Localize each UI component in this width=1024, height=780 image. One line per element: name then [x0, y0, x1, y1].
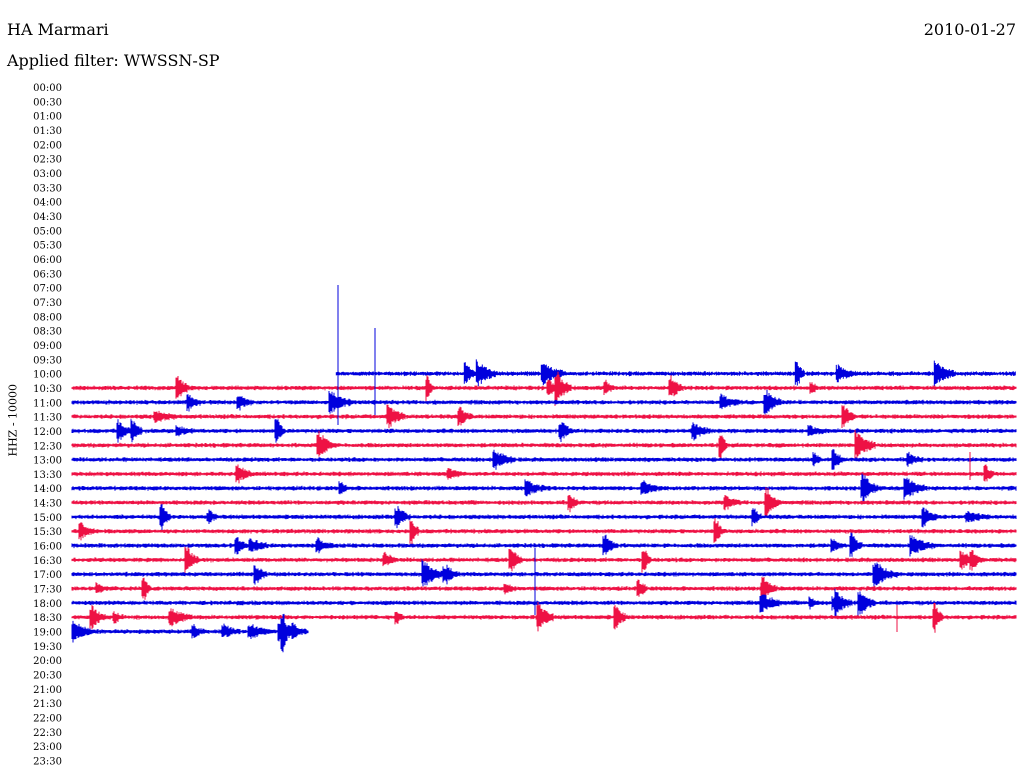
trace-row-1500: [71, 504, 1017, 531]
trace-row-1830: [71, 602, 1017, 633]
row-tick-label: 18:00: [33, 599, 62, 610]
row-tick-label: 19:30: [33, 642, 62, 653]
row-tick-label: 17:00: [33, 570, 62, 581]
trace-row-1730: [71, 576, 1017, 600]
row-tick-label: 17:30: [33, 585, 62, 596]
row-tick-label: 20:00: [33, 656, 62, 667]
row-tick-label: 01:00: [33, 112, 62, 123]
row-tick-label: 13:30: [33, 470, 62, 481]
row-tick-label: 20:30: [33, 671, 62, 682]
row-tick-label: 19:00: [33, 628, 62, 639]
row-tick-label: 21:00: [33, 685, 62, 696]
row-tick-label: 23:00: [33, 742, 62, 753]
trace-row-1330: [71, 464, 1017, 484]
trace-row-1100: [71, 389, 1017, 415]
trace-row-1600: [71, 532, 1017, 557]
trace-row-1200: [71, 419, 1017, 443]
row-tick-label: 06:00: [33, 255, 62, 266]
date-label: 2010-01-27: [923, 20, 1016, 39]
seismic-traces: [71, 285, 1017, 653]
row-tick-label: 03:00: [33, 169, 62, 180]
row-tick-label: 18:30: [33, 613, 62, 624]
row-tick-label: 14:30: [33, 499, 62, 510]
trace-row-1000: [335, 359, 1016, 387]
filter-label: Applied filter: WWSSN-SP: [7, 51, 220, 70]
row-tick-label: 02:00: [33, 140, 62, 151]
row-tick-label: 09:30: [33, 355, 62, 366]
row-tick-label: 01:30: [33, 126, 62, 137]
trace-row-1400: [71, 473, 1017, 502]
row-tick-label: 23:30: [33, 757, 62, 768]
trace-row-1630: [71, 546, 1017, 576]
row-tick-label: 09:00: [33, 341, 62, 352]
trace-row-1530: [71, 518, 1017, 547]
row-tick-label: 12:00: [33, 427, 62, 438]
row-tick-label: 06:30: [33, 269, 62, 280]
row-tick-label: 04:00: [33, 198, 62, 209]
row-tick-label: 16:30: [33, 556, 62, 567]
row-tick-label: 22:00: [33, 714, 62, 725]
row-tick-label: 11:00: [33, 398, 62, 409]
row-tick-label: 11:30: [33, 413, 62, 424]
row-tick-label: 22:30: [33, 728, 62, 739]
station-title: HA Marmari: [7, 20, 109, 39]
trace-row-1900: [71, 613, 309, 653]
row-tick-label: 00:30: [33, 97, 62, 108]
row-tick-label: 02:30: [33, 155, 62, 166]
trace-row-1130: [71, 404, 1017, 429]
row-tick-label: 15:30: [33, 527, 62, 538]
row-tick-label: 07:00: [33, 284, 62, 295]
trace-row-1800: [71, 588, 1017, 618]
row-tick-label: 13:00: [33, 456, 62, 467]
row-tick-labels: 00:00 00:30 01:00 01:30 02:00 02:30 03:00 03:30…: [33, 83, 62, 768]
row-tick-label: 10:00: [33, 370, 62, 381]
row-tick-label: 03:30: [33, 183, 62, 194]
row-tick-label: 12:30: [33, 441, 62, 452]
row-tick-label: 08:00: [33, 312, 62, 323]
row-tick-label: 00:00: [33, 83, 62, 94]
row-tick-label: 10:30: [33, 384, 62, 395]
trace-row-1230: [71, 429, 1017, 461]
row-tick-label: 04:30: [33, 212, 62, 223]
trace-row-1300: [71, 449, 1017, 470]
row-tick-label: 15:00: [33, 513, 62, 524]
trace-row-1430: [71, 487, 1017, 518]
row-tick-label: 05:00: [33, 226, 62, 237]
row-tick-label: 08:30: [33, 327, 62, 338]
trace-row-1700: [71, 559, 1017, 588]
trace-row-1030: [71, 371, 1017, 406]
row-tick-label: 21:30: [33, 699, 62, 710]
row-tick-label: 14:00: [33, 484, 62, 495]
row-tick-label: 07:30: [33, 298, 62, 309]
row-tick-label: 05:30: [33, 241, 62, 252]
row-tick-label: 16:00: [33, 542, 62, 553]
